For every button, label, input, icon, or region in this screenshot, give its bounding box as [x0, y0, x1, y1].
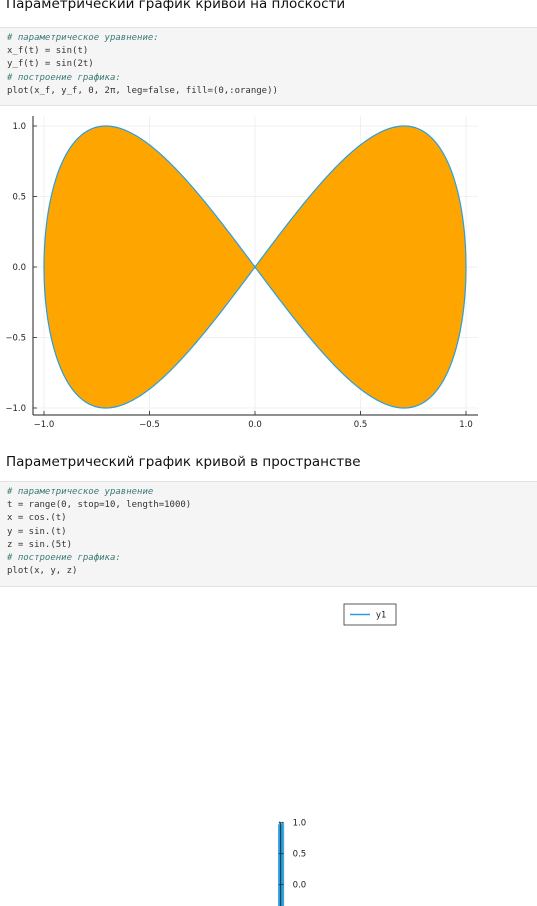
code-line: y_f(t) = sin(2t): [7, 59, 94, 70]
code-cell-1[interactable]: # параметрическое уравнение: x_f(t) = si…: [0, 27, 537, 106]
x-tick-label: −1.0: [34, 420, 55, 430]
x-tick-label: 0.0: [248, 420, 262, 430]
plot-3d: −1.0−0.50.00.5−1.0−0.50.00.51.0−1.0−0.50…: [278, 603, 397, 906]
code-line: # параметрическое уравнение:: [7, 33, 159, 43]
code-line: # построение графика:: [7, 72, 121, 83]
z-tick-label: 0.5: [293, 850, 307, 860]
code-line: plot(x_f, y_f, 0, 2π, leg=false, fill=(0…: [7, 85, 278, 96]
y-tick-label: 0.0: [12, 263, 26, 273]
code-line: # построение графика:: [7, 553, 121, 564]
z-tick-label: 0.0: [293, 881, 307, 891]
plot-2d: −1.0 −1.0 −0.5 −0.5 0.0 0.0 0.5 0.5 1.0 1.0: [5, 116, 478, 430]
section2-title: Параметрический график кривой в простран…: [6, 454, 361, 470]
y-tick-label: −1.0: [5, 404, 26, 414]
x-tick-label: 0.5: [354, 420, 368, 430]
y-tick-label: 0.5: [12, 193, 26, 203]
x-tick-label: −0.5: [139, 420, 160, 430]
legend-label: y1: [376, 611, 386, 621]
z-tick-label: 1.0: [293, 819, 307, 829]
code-line: x_f(t) = sin(t): [7, 46, 89, 57]
curve-line-3d: [278, 820, 284, 906]
code-cell-2[interactable]: # параметрическое уравнение t = range(0,…: [0, 481, 537, 587]
code-line: x = cos.(t): [7, 513, 67, 524]
code-line: t = range(0, stop=10, length=1000): [7, 500, 192, 511]
x-tick-label: 1.0: [459, 420, 473, 430]
y-tick-label: −0.5: [5, 334, 26, 344]
section1-title: Параметрический график кривой на плоскос…: [6, 0, 346, 12]
code-line: y = sin.(t): [7, 526, 67, 537]
y-tick-label: 1.0: [12, 122, 26, 132]
code-line: z = sin.(5t): [7, 539, 73, 550]
code-line: # параметрическое уравнение: [7, 487, 154, 497]
code-line: plot(x, y, z): [7, 566, 78, 577]
curve-line: [43, 125, 467, 409]
